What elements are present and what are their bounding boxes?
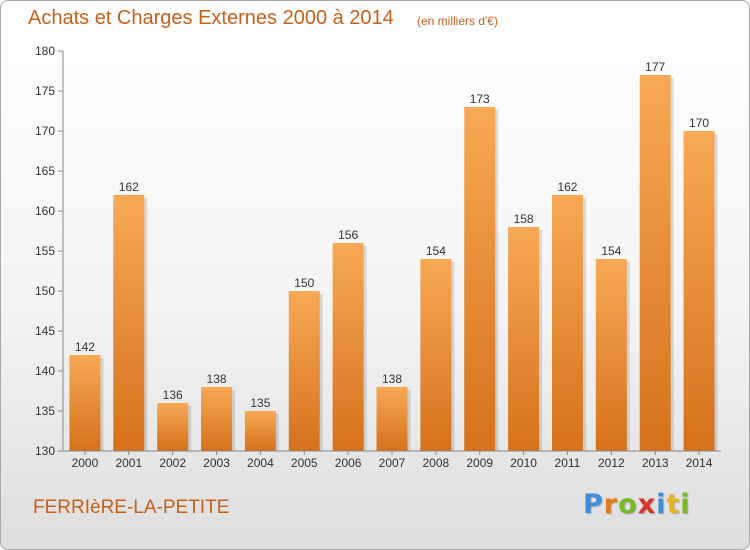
- x-tick-label: 2014: [686, 456, 713, 470]
- x-tick-label: 2000: [72, 456, 99, 470]
- bar-2010: [508, 227, 540, 451]
- bar-value-label: 136: [163, 388, 183, 402]
- bar-2001: [113, 195, 145, 451]
- logo-letter: r: [603, 489, 619, 520]
- bar-value-label: 173: [470, 92, 490, 106]
- y-tick-label: 180: [35, 44, 55, 58]
- x-tick-label: 2008: [423, 456, 450, 470]
- logo-letter: P: [583, 489, 604, 520]
- bar-value-label: 142: [75, 340, 95, 354]
- y-tick-label: 140: [35, 364, 55, 378]
- bar-2011: [551, 195, 583, 451]
- x-tick-label: 2011: [555, 456, 581, 470]
- logo-letter: o: [618, 489, 638, 520]
- bar-2007: [376, 387, 408, 451]
- bar-2008: [420, 259, 452, 451]
- bar-2006: [332, 243, 364, 451]
- y-tick-label: 160: [35, 204, 55, 218]
- y-tick-label: 150: [35, 284, 55, 298]
- bar-value-label: 156: [338, 228, 358, 242]
- bar-2002: [157, 403, 189, 451]
- y-tick-label: 145: [35, 324, 55, 338]
- bar-2000: [69, 355, 101, 451]
- bar-value-label: 162: [557, 180, 577, 194]
- commune-name: FERRIèRE-LA-PETITE: [33, 497, 230, 518]
- axes-layer: 2000 2001 2002 2003 2004 2005 2006 2007 2008 2009…: [35, 44, 721, 470]
- proxiti-logo: Proxiti: [583, 489, 691, 520]
- bar-value-label: 177: [645, 60, 665, 74]
- x-tick-label: 2005: [291, 456, 318, 470]
- bar-2014: [683, 131, 715, 451]
- x-tick-label: 2012: [598, 456, 625, 470]
- bar-2005: [288, 291, 320, 451]
- y-tick-label: 175: [35, 84, 55, 98]
- y-tick-label: 155: [35, 244, 55, 258]
- bar-value-label: 154: [426, 244, 446, 258]
- bar-value-label: 150: [294, 276, 314, 290]
- bar-value-label: 154: [601, 244, 621, 258]
- x-tick-label: 2004: [247, 456, 274, 470]
- logo-letter: i: [680, 489, 691, 520]
- bar-value-label: 170: [689, 116, 709, 130]
- logo-letter: i: [656, 489, 667, 520]
- y-tick-label: 170: [35, 124, 55, 138]
- bar-2003: [201, 387, 233, 451]
- bar-value-label: 138: [207, 372, 227, 386]
- y-tick-label: 130: [35, 444, 55, 458]
- bar-value-label: 162: [119, 180, 139, 194]
- x-tick-label: 2002: [159, 456, 186, 470]
- y-tick-label: 135: [35, 404, 55, 418]
- chart-subtitle: (en milliers d'€): [417, 14, 498, 28]
- x-tick-label: 2006: [335, 456, 362, 470]
- x-tick-label: 2013: [642, 456, 669, 470]
- bar-2004: [244, 411, 276, 451]
- bar-value-label: 158: [514, 212, 534, 226]
- x-tick-label: 2009: [466, 456, 493, 470]
- bar-2009: [464, 107, 496, 451]
- x-tick-label: 2007: [379, 456, 406, 470]
- x-tick-label: 2010: [510, 456, 537, 470]
- logo-letter: x: [637, 489, 657, 520]
- y-tick-label: 165: [35, 164, 55, 178]
- bars-layer: 142 162 136 138 135 150 156 138 154 173 158 162 154 1…: [69, 60, 718, 451]
- bar-2012: [595, 259, 627, 451]
- x-tick-label: 2001: [115, 456, 142, 470]
- bar-value-label: 135: [250, 396, 270, 410]
- x-tick-label: 2003: [203, 456, 230, 470]
- bar-value-label: 138: [382, 372, 402, 386]
- chart-title: Achats et Charges Externes 2000 à 2014: [28, 7, 394, 29]
- bar-2013: [639, 75, 671, 451]
- logo-letter: t: [666, 489, 681, 520]
